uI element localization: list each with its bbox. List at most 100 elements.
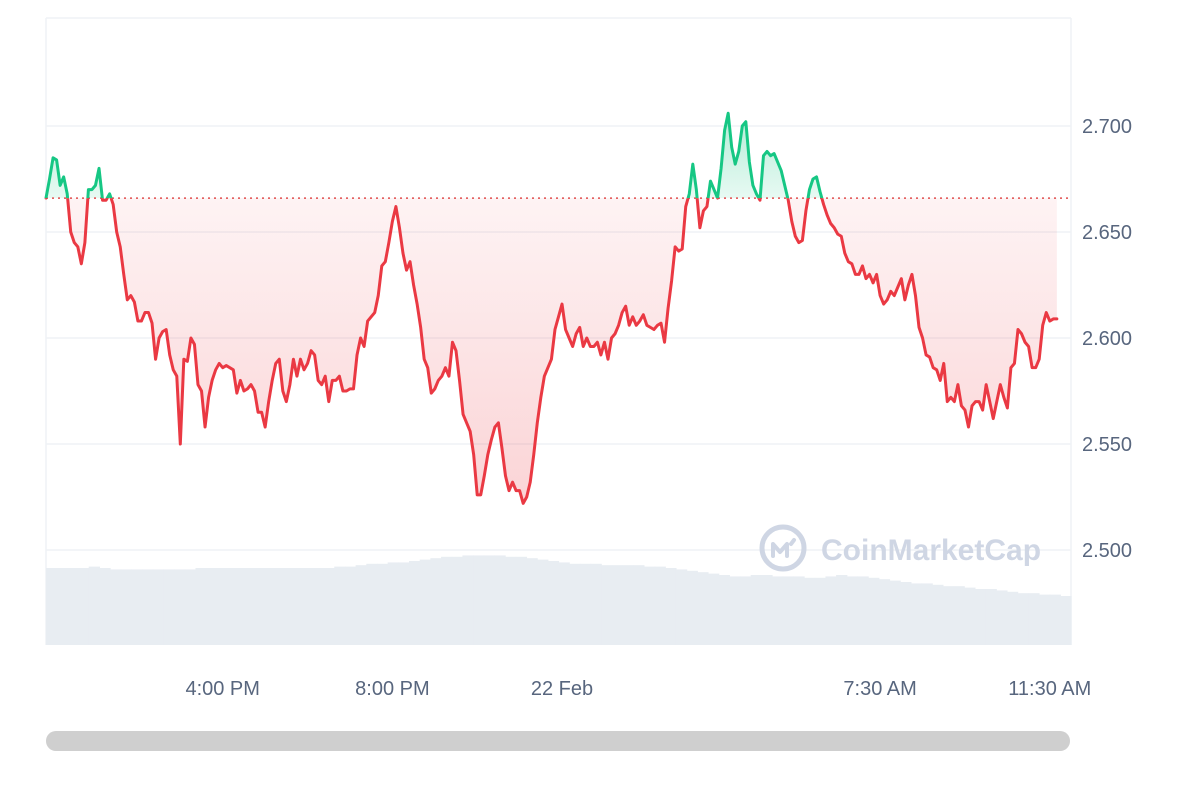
volume-bar: [665, 568, 677, 645]
volume-bar: [334, 566, 346, 645]
volume-bar: [740, 576, 752, 645]
volume-bar: [643, 566, 656, 645]
volume-bar: [601, 565, 613, 645]
scrollbar-thumb[interactable]: [46, 731, 1070, 751]
price-lines: [44, 111, 1059, 505]
volume-bar: [227, 568, 239, 645]
volume-bar: [718, 575, 730, 645]
volume-bar: [686, 570, 698, 645]
volume-bar: [590, 563, 602, 645]
watermark: CoinMarketCap: [759, 524, 1041, 572]
volume-bar: [953, 586, 965, 645]
volume-bar: [964, 587, 976, 645]
volume-bar: [99, 568, 111, 645]
volume-bar: [184, 569, 197, 645]
volume-bar: [174, 569, 186, 645]
volume-bar: [398, 562, 410, 645]
volume-bar: [195, 568, 207, 645]
y-tick-label: 2.700: [1082, 116, 1132, 138]
volume-bar: [78, 568, 90, 645]
volume-bar: [942, 586, 955, 645]
volume-bar: [142, 569, 154, 645]
volume-bar: [248, 568, 261, 645]
volume-bar: [259, 568, 271, 645]
volume-bar: [67, 568, 79, 645]
y-tick-label: 2.550: [1082, 434, 1132, 456]
volume-bar: [857, 576, 869, 645]
volume-bar: [1017, 593, 1029, 645]
volume-bar: [451, 556, 464, 645]
volume-bar: [462, 555, 474, 645]
volume-bar: [846, 576, 859, 645]
y-tick-label: 2.650: [1082, 222, 1132, 244]
volume-bar: [1006, 591, 1019, 645]
volume-bar: [515, 556, 528, 645]
x-tick-label: 4:00 PM: [185, 678, 259, 700]
volume-bar: [505, 556, 517, 645]
volume-bar: [441, 556, 453, 645]
coinmarketcap-logo-icon: [759, 524, 807, 572]
volume-bar: [110, 569, 122, 645]
volume-bar: [376, 563, 389, 645]
volume-bar: [782, 576, 794, 645]
volume-bar: [878, 579, 891, 645]
volume-bar: [1060, 596, 1072, 645]
volume-bar: [761, 575, 773, 645]
x-tick-label: 7:30 AM: [843, 678, 916, 700]
volume-bar: [707, 573, 720, 645]
watermark-text: CoinMarketCap: [821, 534, 1041, 567]
volume-bar: [697, 572, 709, 645]
volume-bar: [579, 563, 592, 645]
volume-bar: [483, 555, 496, 645]
area-below-baseline: [67, 198, 1057, 504]
price-line-down: [44, 198, 1059, 505]
volume-bar: [526, 558, 538, 645]
volume-bar: [622, 565, 634, 645]
volume-bar: [793, 576, 805, 645]
volume-bar: [152, 569, 165, 645]
y-tick-label: 2.600: [1082, 328, 1132, 350]
x-axis: 4:00 PM 8:00 PM 22 Feb 7:30 AM 11:30 AM: [185, 678, 1091, 700]
volume-bar: [654, 566, 666, 645]
volume-bar: [547, 561, 560, 645]
volume-bar: [814, 577, 827, 645]
y-axis: 2.500 2.550 2.600 2.650 2.700: [1082, 116, 1132, 562]
volume-bar: [473, 555, 485, 645]
volume-bar: [1028, 593, 1040, 645]
volume-bar: [889, 580, 901, 645]
volume-bar: [270, 568, 282, 645]
volume-bar: [825, 576, 837, 645]
volume-bar: [344, 566, 357, 645]
volume-bar: [163, 569, 175, 645]
volume-bar: [1038, 594, 1051, 645]
volume-bar: [729, 576, 741, 645]
volume-bar: [206, 568, 218, 645]
volume-bar: [996, 590, 1008, 645]
volume-bar: [56, 568, 68, 645]
volume-bar: [804, 577, 816, 645]
volume-bar: [633, 565, 645, 645]
x-tick-label: 8:00 PM: [355, 678, 429, 700]
x-tick-label: 22 Feb: [531, 678, 593, 700]
volume-bar: [985, 589, 997, 645]
volume-bar: [323, 568, 335, 645]
y-tick-label: 2.500: [1082, 540, 1132, 562]
volume-bar: [387, 562, 399, 645]
volume-bar: [430, 558, 442, 645]
volume-bar: [910, 583, 923, 645]
time-range-scrollbar[interactable]: [46, 731, 1070, 751]
volume-bar: [419, 559, 431, 645]
volume-bar: [46, 568, 58, 645]
volume-bar: [836, 575, 848, 645]
volume-bar: [355, 565, 367, 645]
volume-bar: [900, 582, 912, 645]
volume-bar: [131, 569, 143, 645]
volume-bars: [46, 555, 1072, 645]
volume-bar: [611, 565, 624, 645]
volume-bar: [772, 576, 784, 645]
volume-bar: [238, 568, 250, 645]
volume-bar: [932, 584, 944, 645]
volume-bar: [750, 575, 762, 645]
volume-bar: [280, 568, 293, 645]
